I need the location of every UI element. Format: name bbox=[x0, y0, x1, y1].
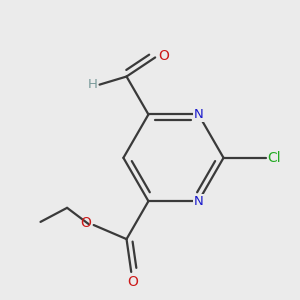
Text: O: O bbox=[80, 217, 91, 230]
Text: O: O bbox=[128, 275, 138, 289]
Text: N: N bbox=[194, 195, 203, 208]
Text: Cl: Cl bbox=[267, 151, 281, 165]
Text: N: N bbox=[194, 108, 203, 121]
Text: O: O bbox=[158, 49, 169, 63]
Text: H: H bbox=[88, 78, 98, 91]
